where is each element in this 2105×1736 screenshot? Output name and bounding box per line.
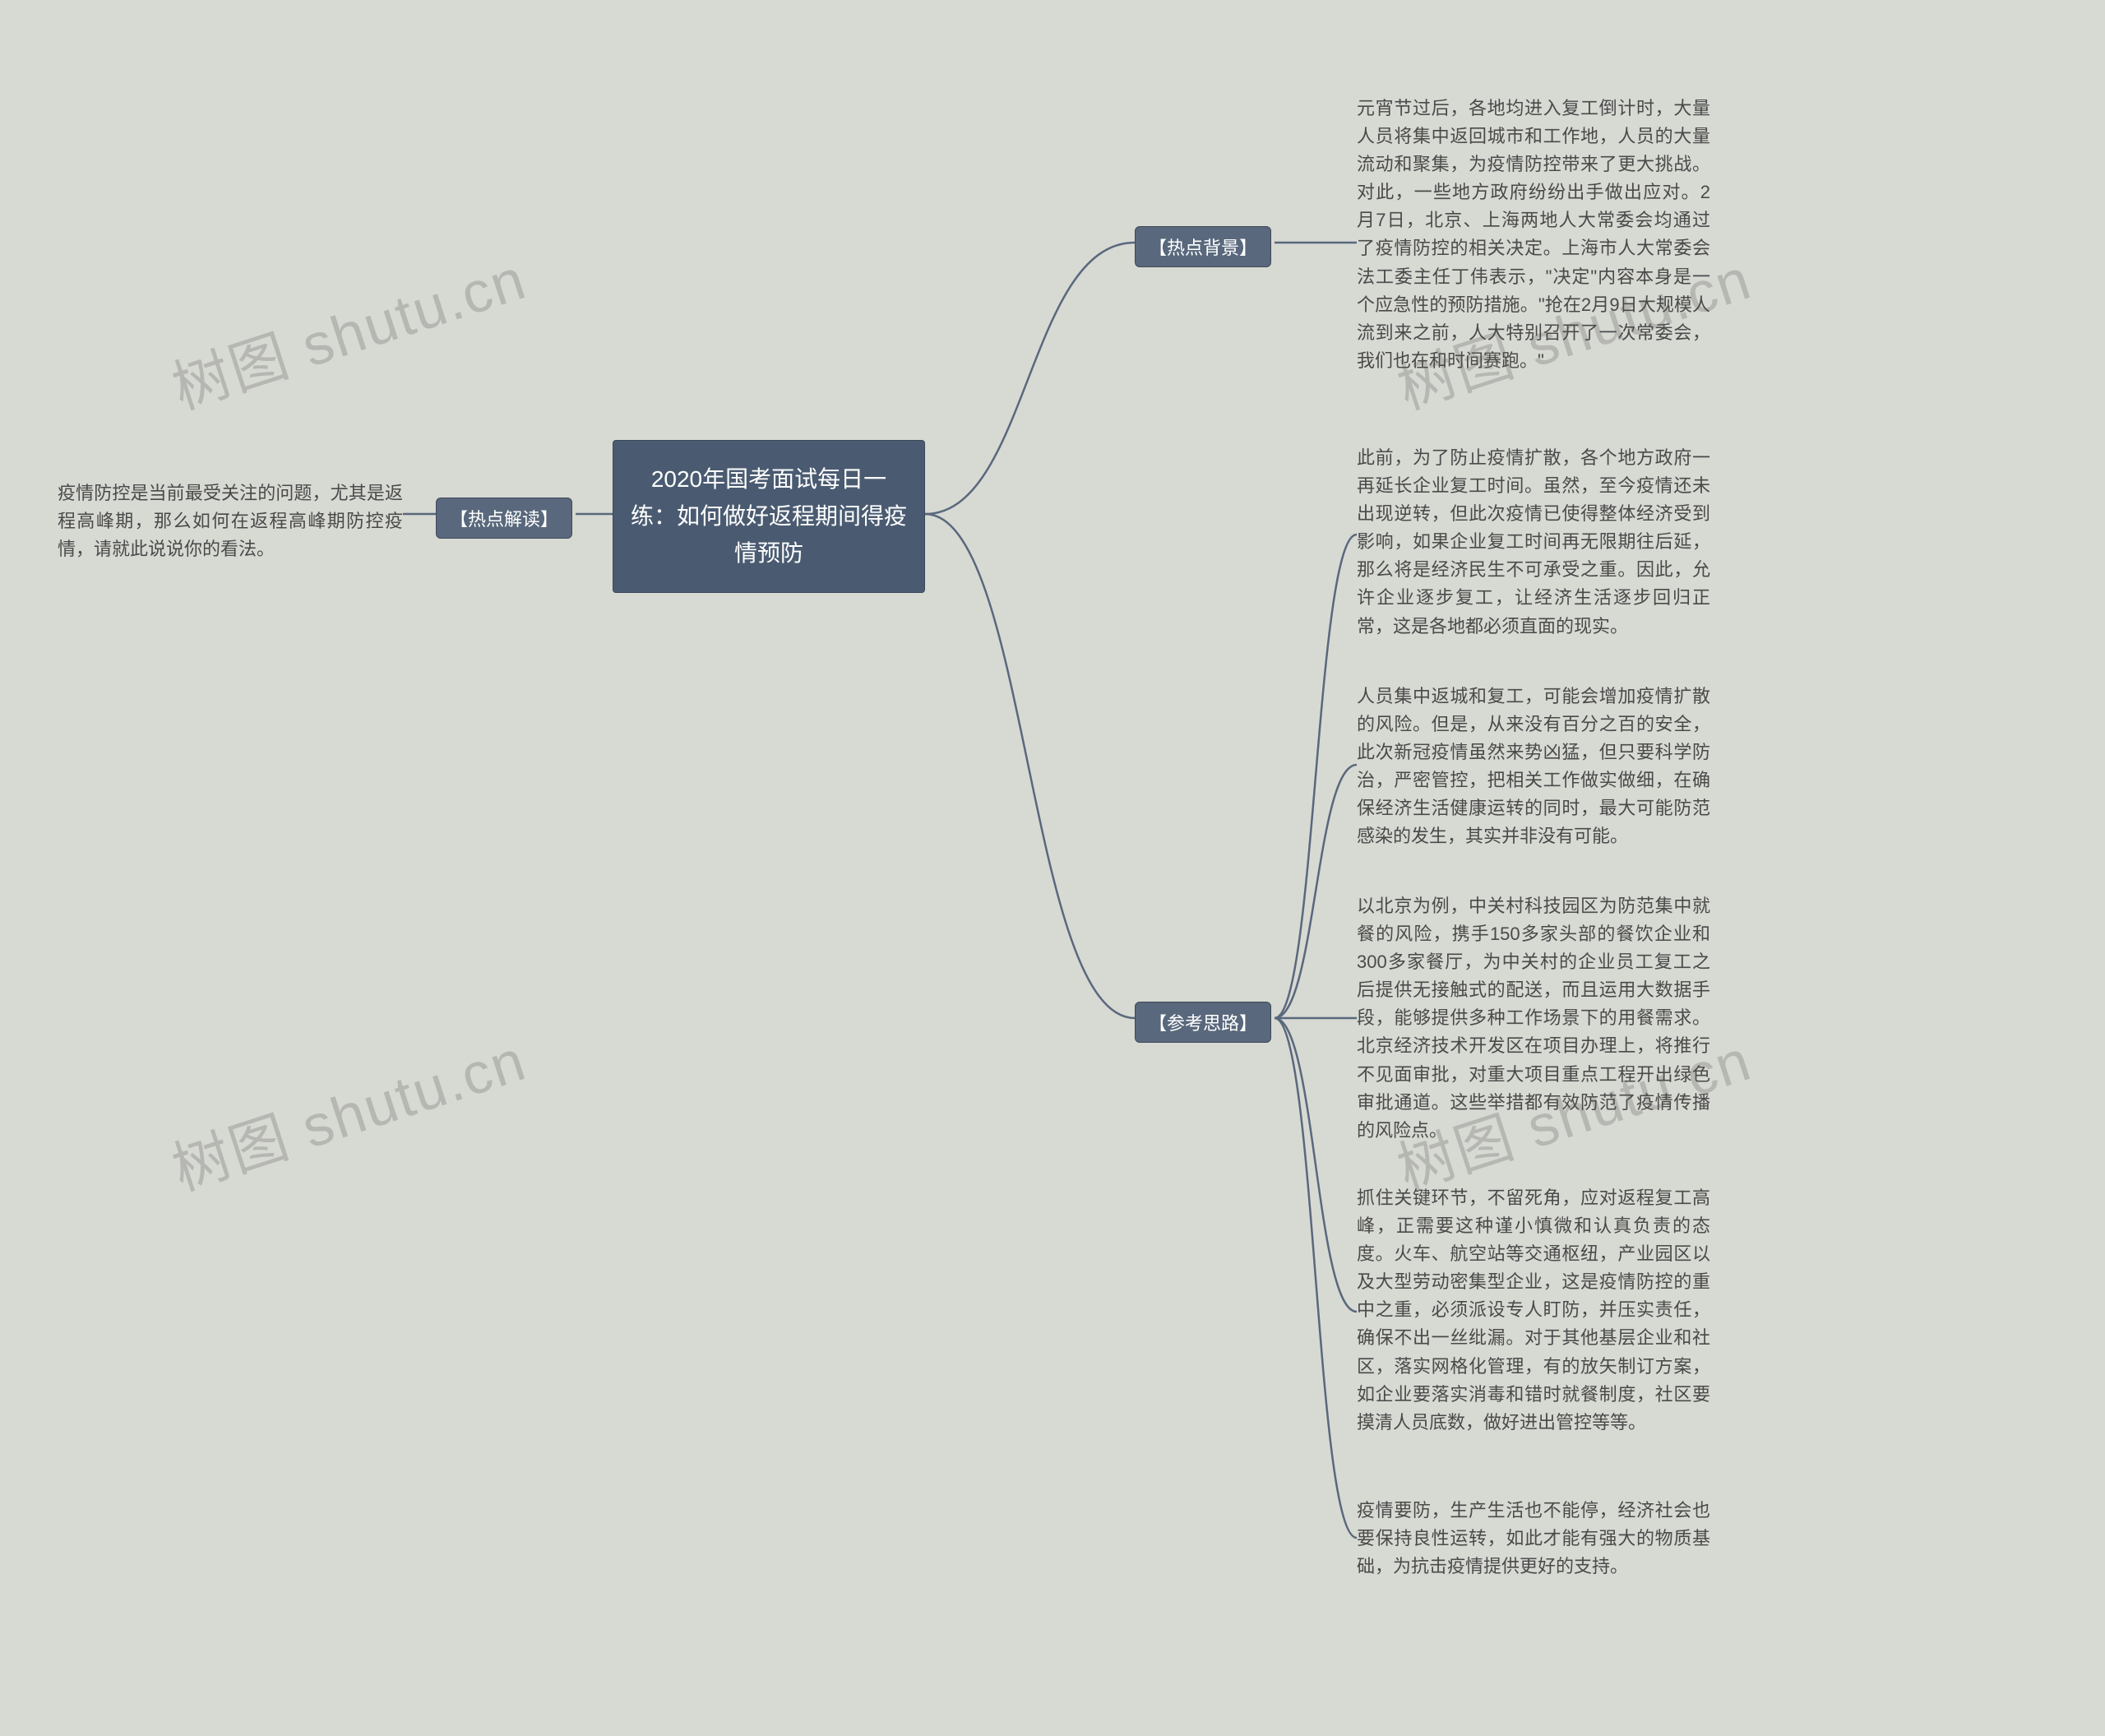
root-node[interactable]: 2020年国考面试每日一练：如何做好返程期间得疫情预防 (613, 440, 925, 593)
watermark: 树图 shutu.cn (160, 234, 534, 426)
left-leaf-text: 疫情防控是当前最受关注的问题，尤其是返程高峰期，那么如何在返程高峰期防控疫情，请… (58, 479, 403, 563)
background-branch-node[interactable]: 【热点背景】 (1135, 226, 1271, 267)
analysis-leaf-4: 抓住关键环节，不留死角，应对返程复工高峰，正需要这种谨小慎微和认真负责的态度。火… (1357, 1184, 1710, 1437)
analysis-leaf-2: 人员集中返城和复工，可能会增加疫情扩散的风险。但是，从来没有百分之百的安全，此次… (1357, 683, 1710, 851)
analysis-leaf-3: 以北京为例，中关村科技园区为防范集中就餐的风险，携手150多家头部的餐饮企业和3… (1357, 892, 1710, 1145)
analysis-branch-node[interactable]: 【参考思路】 (1135, 1002, 1271, 1043)
left-branch-node[interactable]: 【热点解读】 (436, 498, 572, 539)
connector-lines (0, 0, 2105, 1736)
analysis-leaf-1: 此前，为了防止疫情扩散，各个地方政府一再延长企业复工时间。虽然，至今疫情还未出现… (1357, 444, 1710, 641)
analysis-leaf-5: 疫情要防，生产生活也不能停，经济社会也要保持良性运转，如此才能有强大的物质基础，… (1357, 1497, 1710, 1581)
background-leaf-text: 元宵节过后，各地均进入复工倒计时，大量人员将集中返回城市和工作地，人员的大量流动… (1357, 95, 1710, 375)
watermark: 树图 shutu.cn (160, 1015, 534, 1207)
